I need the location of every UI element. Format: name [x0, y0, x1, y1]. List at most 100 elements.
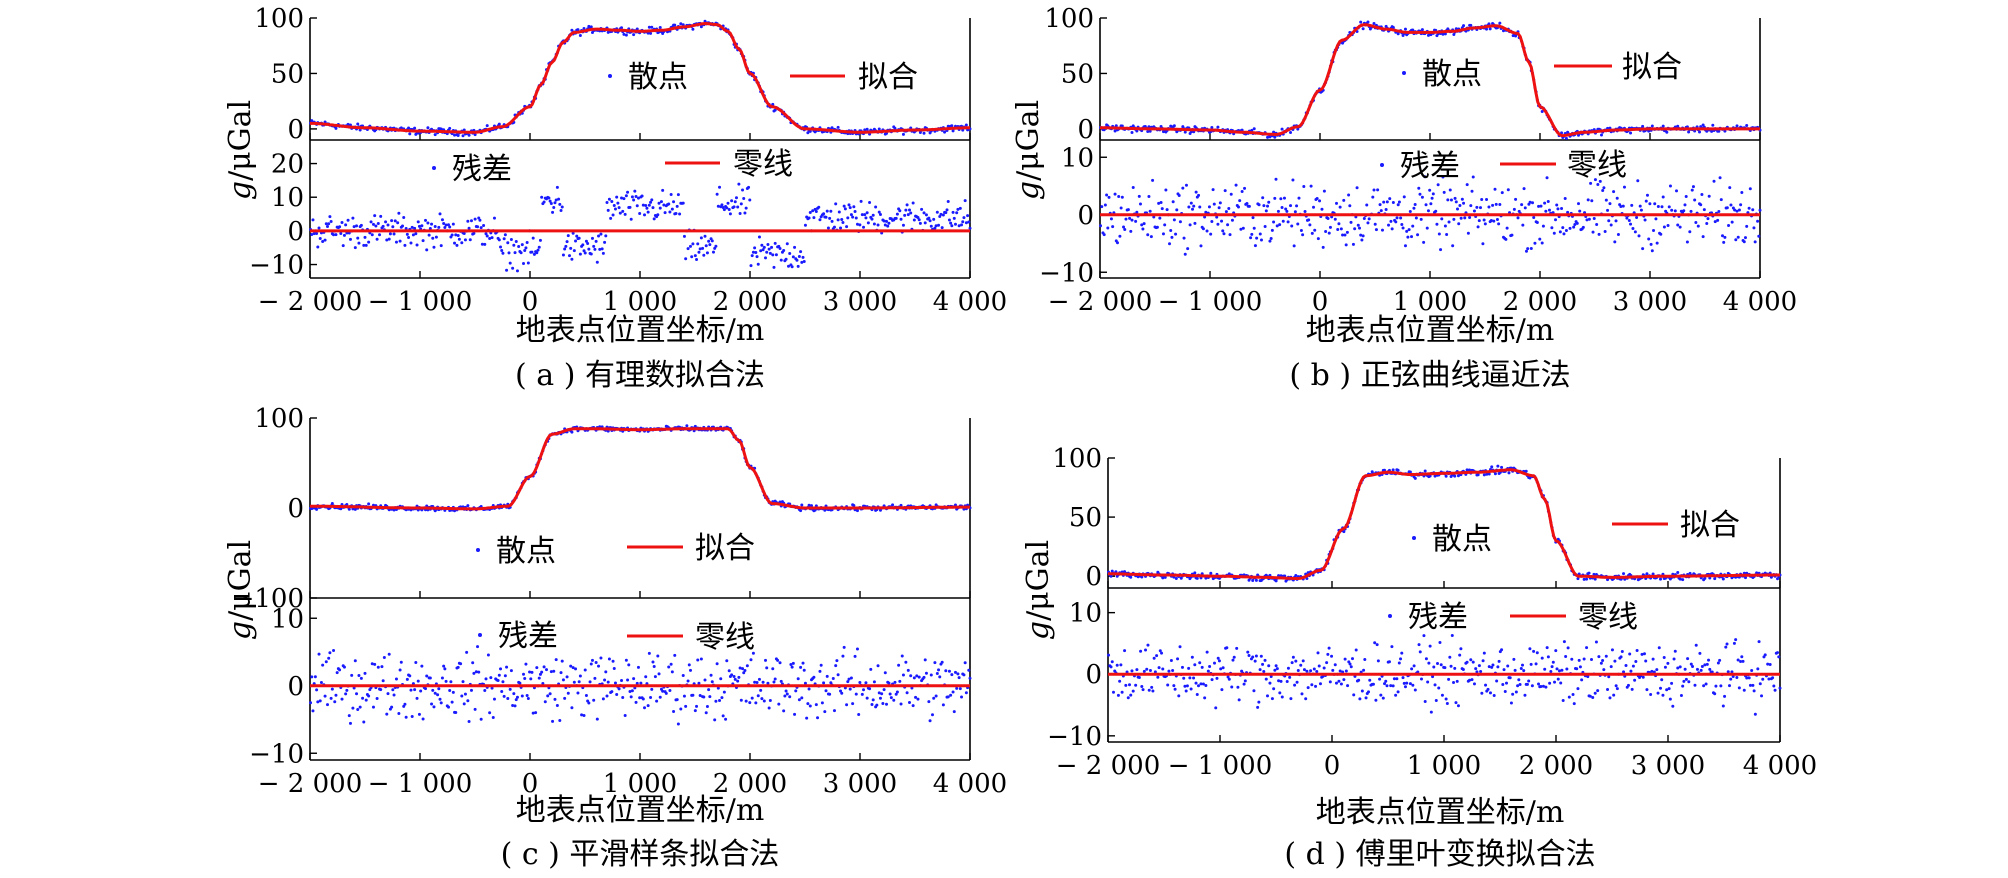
residual-point: [592, 244, 596, 248]
residual-point: [669, 193, 673, 197]
residual-point: [894, 216, 898, 220]
residual-point: [953, 670, 957, 674]
residual-point: [1390, 645, 1394, 649]
residual-point: [1416, 670, 1420, 674]
residual-point: [892, 698, 896, 702]
residual-point: [647, 651, 651, 655]
residual-point: [1317, 664, 1321, 668]
residual-point: [437, 687, 441, 691]
residual-point: [1645, 193, 1649, 197]
residual-point: [1223, 189, 1227, 193]
residual-point: [646, 704, 650, 708]
scatter-point: [1651, 572, 1655, 576]
residual-point: [428, 676, 432, 680]
residual-point: [1130, 669, 1134, 673]
residual-point: [1388, 197, 1392, 201]
residual-point: [643, 706, 647, 710]
residual-point: [628, 690, 632, 694]
residual-point: [597, 664, 601, 668]
residual-point: [797, 254, 801, 258]
residual-point: [1149, 235, 1153, 239]
residual-point: [657, 672, 661, 676]
residual-point: [824, 689, 828, 693]
residual-point: [1555, 667, 1559, 671]
residual-point: [572, 680, 576, 684]
residual-point: [1167, 669, 1171, 673]
residual-point: [920, 207, 924, 211]
residual-point: [908, 700, 911, 704]
residual-point: [1275, 667, 1279, 671]
residual-point: [1634, 660, 1638, 664]
residual-point: [742, 196, 746, 200]
residual-point: [1422, 634, 1426, 638]
residual-point: [1743, 236, 1747, 240]
residual-point: [803, 223, 807, 227]
residual-point: [858, 680, 862, 684]
residual-point: [488, 237, 492, 241]
residual-point: [1417, 186, 1421, 190]
residual-point: [927, 216, 931, 220]
residual-point: [1660, 678, 1664, 682]
residual-point: [1705, 662, 1709, 666]
residual-point: [1123, 649, 1127, 653]
residual-point: [1554, 218, 1558, 222]
residual-point: [1220, 688, 1224, 692]
residual-point: [486, 653, 490, 657]
residual-point: [688, 244, 692, 248]
residual-point: [1276, 209, 1280, 213]
residual-point: [1442, 190, 1446, 194]
residual-point: [501, 680, 505, 684]
residual-point: [641, 203, 645, 207]
residual-point: [1392, 677, 1396, 681]
residual-point: [449, 680, 453, 684]
residual-point: [424, 218, 427, 222]
scatter-point: [1650, 124, 1654, 128]
residual-point: [664, 691, 668, 695]
residual-point: [1482, 218, 1486, 222]
residual-point: [1291, 178, 1295, 182]
residual-point: [1441, 175, 1445, 179]
residual-point: [484, 232, 488, 236]
residual-point: [1426, 209, 1430, 213]
legend-label-residual: 残差: [1400, 149, 1460, 184]
residual-point: [753, 680, 757, 684]
residual-point: [1607, 675, 1611, 679]
scatter-point: [453, 133, 457, 137]
residual-point: [951, 210, 955, 214]
scatter-point: [456, 134, 460, 138]
residual-point: [1338, 669, 1342, 673]
residual-point: [1478, 206, 1482, 210]
residual-point: [398, 668, 402, 672]
legend-label-fit: 拟合: [695, 531, 755, 566]
scatter-point: [1274, 579, 1278, 583]
y-tick-label: 50: [271, 59, 304, 89]
residual-point: [1718, 658, 1722, 662]
residual-point: [1344, 669, 1348, 673]
y-tick-label: 10: [271, 183, 304, 213]
scatter-point: [1576, 577, 1580, 581]
residual-point: [405, 677, 409, 681]
legend-label-residual: 残差: [1408, 600, 1468, 635]
residual-point: [849, 676, 853, 680]
residual-point: [344, 223, 348, 227]
residual-point: [909, 674, 913, 678]
residual-point: [693, 709, 697, 713]
residual-point: [1274, 664, 1278, 668]
residual-point: [1208, 664, 1212, 668]
residual-point: [714, 699, 718, 703]
residual-point: [549, 670, 553, 674]
residual-point: [1349, 665, 1353, 669]
residual-point: [1719, 198, 1723, 202]
residual-point: [472, 231, 476, 235]
residual-point: [466, 219, 470, 223]
legend-marker-dot: [432, 166, 436, 170]
residual-point: [834, 202, 838, 206]
residual-point: [1352, 693, 1356, 697]
residual-point: [1396, 690, 1400, 694]
y-tick-label: 50: [1061, 59, 1094, 89]
residual-point: [1596, 182, 1600, 186]
residual-point: [622, 197, 626, 201]
residual-point: [855, 647, 859, 651]
residual-point: [1264, 209, 1268, 213]
residual-point: [535, 666, 539, 670]
